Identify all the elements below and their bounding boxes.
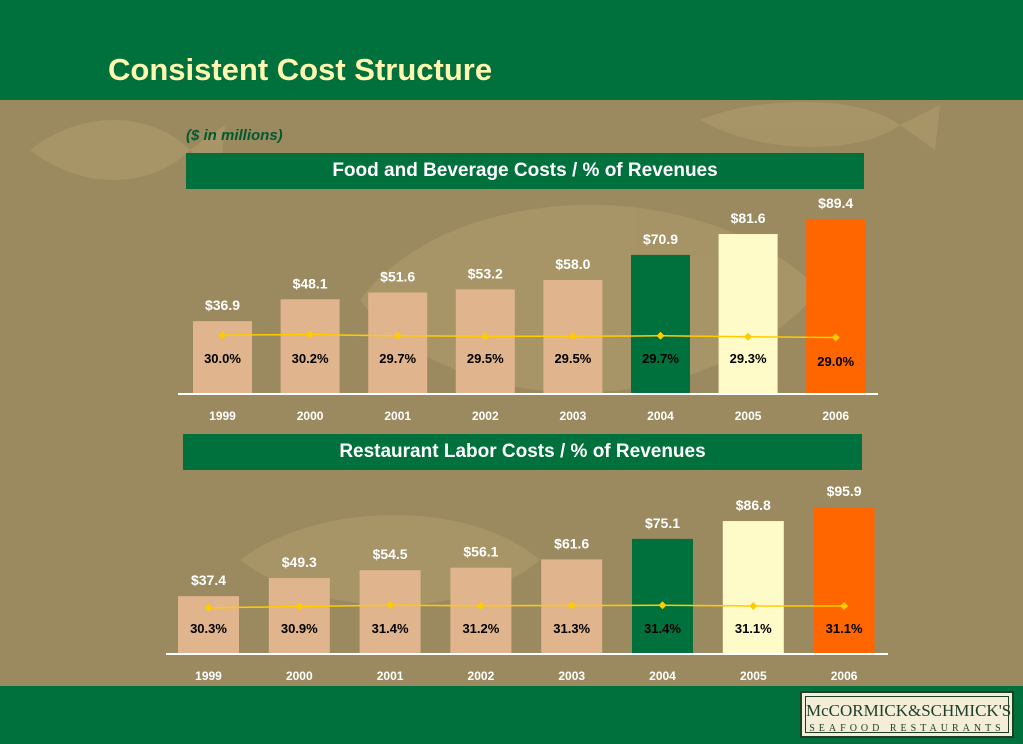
chart-1-bar-2006 xyxy=(806,218,866,393)
chart-1-title-banner: Food and Beverage Costs / % of Revenues xyxy=(186,153,864,189)
units-note: ($ in millions) xyxy=(186,127,283,144)
chart-2-value-label-2002: $56.1 xyxy=(463,544,498,560)
chart-1-bar-2005 xyxy=(718,234,778,393)
chart-1-title: Food and Beverage Costs / % of Revenues xyxy=(332,160,718,181)
chart-1-year-label-2006: 2006 xyxy=(822,409,849,423)
chart-1-value-label-1999: $36.9 xyxy=(205,297,240,313)
chart-2-pct-label-2002: 31.2% xyxy=(462,621,499,636)
chart-1-value-label-2001: $51.6 xyxy=(380,268,415,284)
chart-1-bar-2002 xyxy=(455,289,515,393)
chart-2-value-label-1999: $37.4 xyxy=(191,572,226,588)
header-bar xyxy=(0,0,1023,100)
chart-2-pct-label-2006: 31.1% xyxy=(826,621,863,636)
page-title: Consistent Cost Structure xyxy=(108,52,493,87)
chart-1-value-label-2002: $53.2 xyxy=(468,265,503,281)
chart-1-pct-marker-2001 xyxy=(393,331,402,340)
chart-2-title: Restaurant Labor Costs / % of Revenues xyxy=(339,441,706,462)
chart-2-bar-2005 xyxy=(722,521,784,653)
chart-2-bar-2000 xyxy=(268,578,330,653)
chart-2-value-label-2004: $75.1 xyxy=(645,515,680,531)
chart-2-pct-label-2001: 31.4% xyxy=(372,621,409,636)
chart-2-year-label-2006: 2006 xyxy=(831,669,858,683)
chart-1-year-label-2000: 2000 xyxy=(297,409,324,423)
chart-2-year-label-2003: 2003 xyxy=(558,669,585,683)
chart-1-value-label-2005: $81.6 xyxy=(731,210,766,226)
chart-2-pct-label-2005: 31.1% xyxy=(735,621,772,636)
chart-1-pct-marker-2000 xyxy=(306,330,315,339)
chart-1-pct-label-2005: 29.3% xyxy=(730,351,767,366)
chart-1-pct-marker-2005 xyxy=(744,332,753,341)
chart-2-value-label-2001: $54.5 xyxy=(373,546,408,562)
chart-1-year-label-2003: 2003 xyxy=(560,409,587,423)
chart-2-pct-line xyxy=(208,604,845,609)
chart-2-pct-marker-2001 xyxy=(386,601,395,610)
chart-1-pct-label-2001: 29.7% xyxy=(379,351,416,366)
chart-2-pct-label-2004: 31.4% xyxy=(644,621,681,636)
logo-tagline: SEAFOOD RESTAURANTS xyxy=(809,723,1005,734)
chart-1-year-label-1999: 1999 xyxy=(209,409,236,423)
chart-2-pct-marker-2000 xyxy=(295,602,304,611)
chart-2-pct-label-2003: 31.3% xyxy=(553,621,590,636)
chart-2-pct-marker-2004 xyxy=(658,601,667,610)
chart-1-value-label-2000: $48.1 xyxy=(293,275,328,291)
chart-1-value-label-2003: $58.0 xyxy=(555,256,590,272)
chart-2-pct-marker-2002 xyxy=(476,601,485,610)
chart-1-pct-marker-2006 xyxy=(831,333,840,342)
chart-1-pct-label-2004: 29.7% xyxy=(642,351,679,366)
chart-2-year-label-2001: 2001 xyxy=(377,669,404,683)
chart-2-bar-2006 xyxy=(813,507,875,653)
chart-1-pct-label-2000: 30.2% xyxy=(292,351,329,366)
chart-1-pct-marker-2003 xyxy=(568,332,577,341)
chart-2-bar-2001 xyxy=(359,570,421,653)
chart-1-pct-marker-1999 xyxy=(218,331,227,340)
chart-1-value-label-2004: $70.9 xyxy=(643,231,678,247)
chart-1-pct-line xyxy=(222,333,836,339)
chart-2-value-label-2000: $49.3 xyxy=(282,554,317,570)
chart-2-value-label-2006: $95.9 xyxy=(827,483,862,499)
chart-2-pct-marker-1999 xyxy=(204,603,213,612)
chart-2-year-label-2002: 2002 xyxy=(468,669,495,683)
chart-2-year-label-2004: 2004 xyxy=(649,669,676,683)
chart-2-bar-2004 xyxy=(632,538,693,653)
chart-1-year-label-2002: 2002 xyxy=(472,409,499,423)
chart-2-year-label-2000: 2000 xyxy=(286,669,313,683)
chart-1-pct-label-2006: 29.0% xyxy=(817,354,854,369)
chart-1-pct-marker-2002 xyxy=(481,332,490,341)
chart-1-pct-marker-2004 xyxy=(656,331,665,340)
logo-wordmark: McCORMICK&SCHMICK'S xyxy=(806,701,1012,720)
chart-1-year-label-2001: 2001 xyxy=(384,409,411,423)
chart-2-pct-label-1999: 30.3% xyxy=(190,621,227,636)
chart-1-pct-label-2002: 29.5% xyxy=(467,351,504,366)
chart-1-bar-2004 xyxy=(631,254,690,393)
company-logo: McCORMICK&SCHMICK'S SEAFOOD RESTAURANTS xyxy=(800,691,1014,738)
chart-1-bar-2000 xyxy=(280,299,340,393)
logo-frame: McCORMICK&SCHMICK'S SEAFOOD RESTAURANTS xyxy=(805,696,1012,734)
chart-2-bar-2002 xyxy=(450,567,512,653)
chart-1-pct-label-2003: 29.5% xyxy=(554,351,591,366)
chart-1-year-label-2005: 2005 xyxy=(735,409,762,423)
chart-2-year-label-2005: 2005 xyxy=(740,669,767,683)
chart-2-pct-marker-2003 xyxy=(567,601,576,610)
chart-1-year-label-2004: 2004 xyxy=(647,409,674,423)
chart-2-value-label-2005: $86.8 xyxy=(736,497,771,513)
chart-2-year-label-1999: 1999 xyxy=(195,669,222,683)
chart-1-bar-2001 xyxy=(368,292,428,393)
chart-2-value-label-2003: $61.6 xyxy=(554,535,589,551)
chart-2-pct-marker-2005 xyxy=(749,601,758,610)
chart-1-pct-label-1999: 30.0% xyxy=(204,351,241,366)
chart-2-title-banner: Restaurant Labor Costs / % of Revenues xyxy=(183,434,862,470)
chart-2-pct-marker-2006 xyxy=(840,601,849,610)
chart-1-value-label-2006: $89.4 xyxy=(818,195,853,211)
chart-2-pct-label-2000: 30.9% xyxy=(281,621,318,636)
